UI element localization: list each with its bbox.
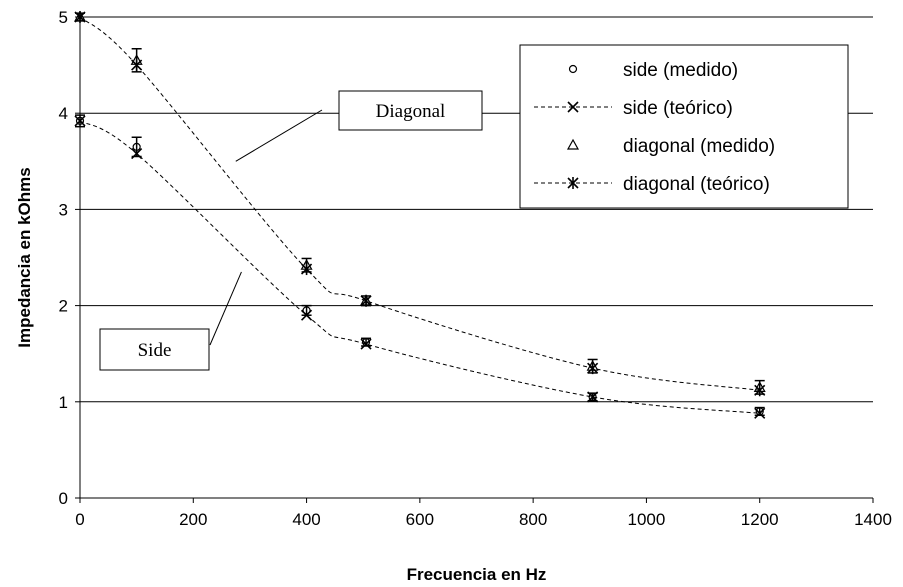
marker-circle [568,64,578,74]
legend-item-3: diagonal (teórico) [534,174,770,195]
marker-x-stroke [74,115,86,127]
x-axis-title: Frecuencia en Hz [407,565,547,584]
data-point-3 [360,294,372,307]
data-point-1 [360,338,372,350]
y-tick-label: 0 [59,489,68,508]
data-point-0 [588,392,597,402]
marker-x-stroke [587,391,599,403]
legend-item-0: side (medido) [568,60,738,81]
marker-circle [75,116,85,125]
legend-item-1: side (teórico) [534,98,733,119]
marker-circle [755,407,764,416]
x-tick-label: 800 [519,510,547,529]
diagonal-callout-pointer [235,109,323,162]
legend-item-2: diagonal (medido) [566,136,775,157]
x-tick-label: 600 [406,510,434,529]
legend-marker [568,64,578,74]
y-tick-label: 1 [59,393,68,412]
callouts: Diagonal Side [99,90,483,371]
marker-circle [132,142,141,151]
side-callout-pointer [209,271,242,346]
side-callout-label: Side [138,340,172,361]
marker-triangle [566,138,580,150]
data-point-1 [74,115,86,127]
legend-label: side (medido) [623,60,738,81]
marker-x-stroke [754,407,766,419]
x-tick-label: 400 [292,510,320,529]
marker-circle [361,338,371,347]
data-point-1 [587,391,599,403]
x-tick-labels: 0 200 400 600 800 1000 1200 1400 [75,510,892,529]
data-point-3 [74,11,86,23]
data-point-3 [587,362,599,375]
legend-marker [566,138,580,150]
data-point-3 [301,263,313,276]
y-tick-labels: 0 1 2 3 4 5 [59,8,68,508]
y-tick-label: 2 [59,297,68,316]
legend: side (medido) side (teórico) diagonal (med… [519,44,849,209]
series-line-3 [79,16,760,391]
x-tick-label: 1200 [741,510,779,529]
legend-marker [567,177,579,189]
x-tick-label: 1400 [854,510,892,529]
data-point-0 [75,116,85,125]
marker-x-stroke [301,309,313,321]
y-axis-title: Impedancia en kOhms [15,167,34,347]
data-markers [73,10,766,419]
data-point-3 [754,384,766,397]
marker-circle [588,392,597,402]
marker-x-stroke [131,148,143,160]
x-tick-label: 1000 [628,510,666,529]
data-point-0 [755,407,764,416]
marker-circle [302,306,311,315]
y-tick-label: 3 [59,200,68,219]
legend-marker [567,101,579,113]
diagonal-callout-label: Diagonal [376,101,446,122]
legend-label: diagonal (teórico) [623,174,770,195]
y-tick-label: 4 [59,104,68,123]
marker-x-stroke [360,338,372,350]
data-point-1 [131,148,143,160]
diagonal-callout-box [338,90,483,131]
legend-label: diagonal (medido) [623,136,775,157]
data-point-1 [301,309,313,321]
side-callout-box [99,328,210,371]
data-point-0 [132,142,141,151]
legend-label: side (teórico) [623,98,733,119]
axes [75,16,874,503]
marker-x-stroke [567,101,579,113]
y-tick-label: 5 [59,8,68,27]
data-point-3 [131,59,143,72]
x-tick-label: 200 [179,510,207,529]
x-tick-label: 0 [75,510,84,529]
data-point-0 [302,306,311,315]
data-point-1 [754,407,766,419]
data-point-0 [361,338,371,347]
